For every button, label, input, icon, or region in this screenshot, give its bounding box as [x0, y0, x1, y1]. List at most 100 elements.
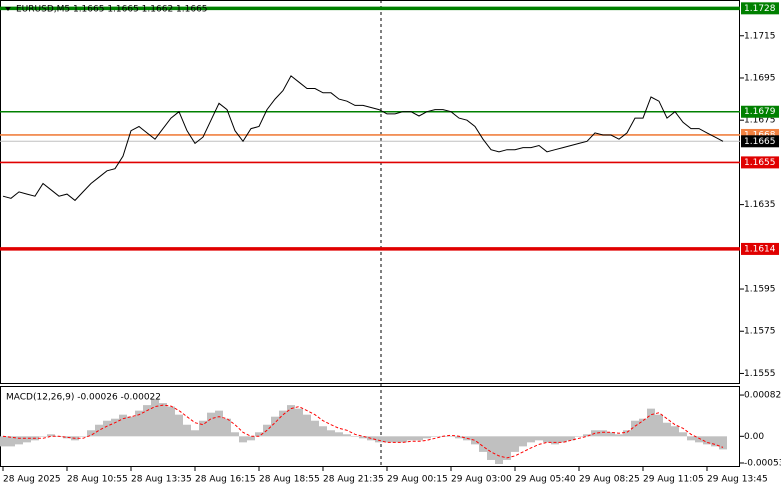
signal-line	[2, 404, 724, 459]
macd-bar	[103, 420, 111, 437]
macd-bar	[511, 436, 519, 452]
macd-bar	[223, 418, 231, 437]
macd-bar	[359, 436, 367, 439]
macd-bar	[295, 408, 303, 437]
macd-bar	[239, 436, 247, 443]
macd-bar	[639, 418, 647, 437]
macd-bar	[615, 434, 623, 437]
macd-bar	[599, 430, 607, 437]
macd-bar	[535, 436, 543, 441]
macd-bar	[687, 436, 695, 441]
macd-bar	[39, 436, 47, 437]
macd-bar	[479, 436, 487, 452]
macd-bar	[575, 436, 583, 437]
macd-bar	[607, 432, 615, 437]
marks	[0, 6, 740, 464]
macd-bar	[703, 436, 711, 445]
macd-bar	[343, 434, 351, 437]
macd-bar	[647, 408, 655, 437]
macd-bar	[431, 436, 439, 437]
x-tick-label: 29 Aug 08:25	[579, 475, 640, 485]
macd-bar	[375, 436, 383, 443]
macd-bar	[167, 406, 175, 437]
macd-bar	[527, 436, 535, 443]
x-tick-label: 28 Aug 16:15	[195, 475, 256, 485]
macd-bar	[503, 436, 511, 460]
macd-bar	[487, 436, 495, 460]
macd-bar	[15, 436, 23, 445]
macd-bar	[519, 436, 527, 447]
level-label-box	[741, 156, 779, 169]
macd-bar	[711, 436, 719, 447]
x-tick-label: 28 Aug 21:35	[323, 475, 384, 485]
x-tick-label: 29 Aug 13:45	[707, 475, 768, 485]
macd-bar	[655, 414, 663, 437]
macd-bar	[495, 436, 503, 464]
y-tick-label: 1.1635	[744, 200, 776, 210]
macd-bar	[63, 436, 71, 439]
macd-bar	[455, 436, 463, 439]
level-label-box	[741, 242, 779, 255]
last-price-label: 1.1665	[744, 137, 776, 147]
y-tick-label: 1.1555	[744, 369, 776, 379]
y-tick-label: 1.1695	[744, 73, 776, 83]
level-label: 1.1655	[744, 158, 776, 168]
macd-bar	[671, 426, 679, 437]
macd-bar	[423, 436, 431, 439]
macd-bar	[351, 436, 359, 437]
y-tick-label: 1.1595	[744, 285, 776, 295]
macd-bar	[271, 416, 279, 437]
macd-bar	[0, 436, 7, 447]
macd-bar	[415, 436, 423, 441]
macd-bar	[191, 430, 199, 437]
macd-bar	[23, 436, 31, 443]
macd-bar	[551, 436, 559, 445]
y-tick-label: 1.1575	[744, 327, 776, 337]
macd-bar	[119, 414, 127, 437]
macd-bar	[311, 420, 319, 437]
x-tick-label: 29 Aug 11:05	[643, 475, 704, 485]
macd-bar	[583, 434, 591, 437]
macd-bar	[247, 436, 255, 441]
macd-bar	[679, 432, 687, 437]
x-tick-label: 29 Aug 00:15	[387, 475, 448, 485]
price-line	[2, 75, 724, 202]
macd-bar	[207, 412, 215, 437]
macd-bar	[391, 436, 399, 443]
level-label: 1.1679	[744, 107, 776, 117]
macd-bar	[567, 436, 575, 441]
macd-bar	[719, 436, 727, 450]
macd-bar	[95, 424, 103, 437]
macd-bar	[543, 436, 551, 443]
y-tick-label: 1.1675	[744, 116, 776, 126]
macd-bar	[47, 434, 55, 437]
macd-bar	[319, 426, 327, 437]
macd-bar	[447, 436, 455, 437]
macd-bar	[471, 436, 479, 445]
macd-bar	[7, 436, 15, 447]
macd-bar	[199, 420, 207, 437]
x-tick-label: 29 Aug 03:00	[451, 475, 512, 485]
x-tick-label: 28 Aug 2025	[3, 475, 61, 485]
macd-bar	[87, 430, 95, 437]
macd-bar	[383, 436, 391, 443]
main-frame	[0, 0, 740, 384]
y-tick-label: -0.00053	[744, 458, 781, 468]
macd-bar	[559, 436, 567, 443]
macd-bar	[143, 405, 151, 437]
macd-bar	[215, 410, 223, 437]
macd-bar	[135, 410, 143, 437]
macd-bar	[183, 424, 191, 437]
macd-bar	[399, 436, 407, 443]
macd-bar	[287, 405, 295, 437]
macd-bar	[127, 416, 135, 437]
macd-bar	[151, 399, 159, 437]
x-tick-label: 28 Aug 18:55	[259, 475, 320, 485]
macd-bar	[335, 432, 343, 437]
macd-bar	[159, 403, 167, 437]
macd-bar	[255, 432, 263, 437]
macd-bar	[663, 422, 671, 437]
macd-bar	[231, 432, 239, 437]
